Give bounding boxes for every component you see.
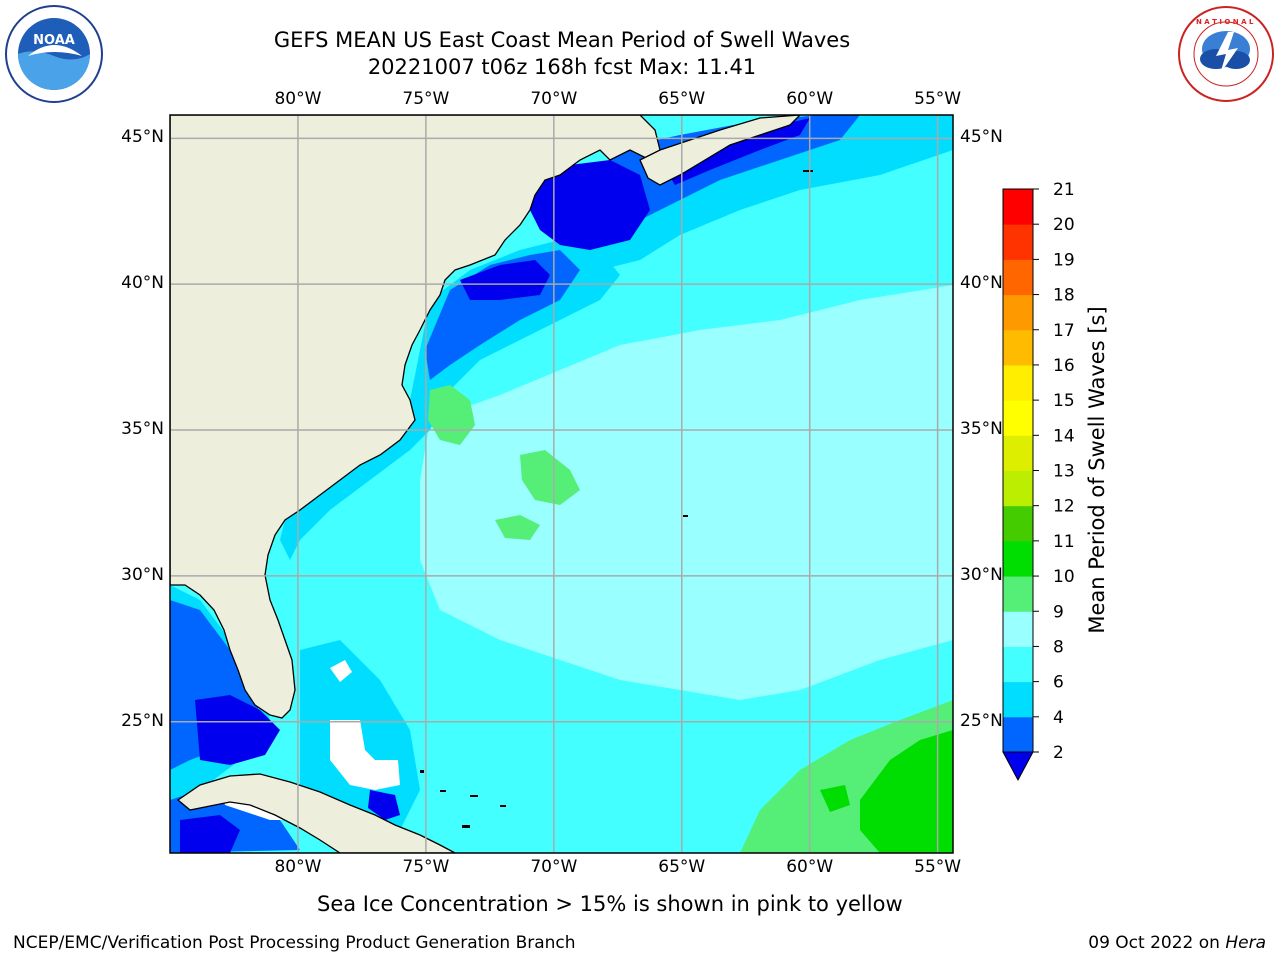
- lon-label-bottom: 80°W: [274, 857, 322, 877]
- map-frame: [169, 114, 954, 854]
- field-under-2s: [195, 695, 280, 765]
- field-8-9s-patch: [600, 370, 660, 410]
- lon-label-bottom: 75°W: [402, 857, 450, 877]
- field-under-2s: [368, 790, 400, 820]
- field-9-10s: [520, 450, 580, 505]
- nws-logo: N A T I O N A L: [1176, 4, 1276, 104]
- footer-date-text: 09 Oct 2022 on: [1088, 933, 1220, 953]
- chart-subtitle: 20221007 t06z 168h fcst Max: 11.41: [367, 55, 757, 79]
- colorbar-label: Mean Period of Swell Waves [s]: [1085, 306, 1109, 634]
- lon-label-top: 60°W: [786, 89, 834, 109]
- lat-label-left: 40°N: [121, 273, 164, 294]
- footer-date: 09 Oct 2022 on Hera: [1088, 933, 1266, 953]
- noaa-logo: NOAA: [4, 4, 104, 104]
- land-north-america: [170, 115, 661, 719]
- footer-branch: NCEP/EMC/Verification Post Processing Pr…: [13, 933, 576, 953]
- svg-text:N A T I O N A L: N A T I O N A L: [1196, 18, 1254, 26]
- lat-label-right: 40°N: [960, 273, 1003, 294]
- lat-label-left: 25°N: [121, 710, 164, 731]
- masked-area-bahamas: [330, 660, 352, 682]
- lon-label-top: 80°W: [274, 89, 322, 109]
- field-under-2s: [460, 260, 550, 300]
- map-gridlines: [170, 115, 953, 853]
- lon-label-bottom: 70°W: [530, 857, 578, 877]
- field-8-9s-patch: [850, 320, 930, 380]
- field-under-2s: [180, 815, 240, 853]
- field-10-11s: [820, 785, 850, 812]
- masked-area-bahamas: [330, 720, 400, 790]
- field-under-2s: [530, 160, 650, 250]
- lon-label-bottom: 65°W: [658, 857, 706, 877]
- lon-label-top: 70°W: [530, 89, 578, 109]
- lat-label-left: 45°N: [121, 127, 164, 148]
- field-2-4s: [610, 115, 860, 220]
- lat-label-right: 30°N: [960, 564, 1003, 585]
- field-9-10s: [495, 515, 540, 540]
- lat-label-right: 35°N: [960, 419, 1003, 440]
- lat-label-right: 25°N: [960, 710, 1003, 731]
- land-cuba: [176, 773, 456, 853]
- footer-machine: Hera: [1225, 933, 1266, 953]
- field-4-6s-coast: [280, 240, 620, 560]
- chart-title: GEFS MEAN US East Coast Mean Period of S…: [273, 28, 851, 52]
- lon-label-bottom: 60°W: [786, 857, 834, 877]
- lat-label-left: 30°N: [121, 564, 164, 585]
- lon-label-bottom: 55°W: [914, 857, 962, 877]
- sea-ice-caption: Sea Ice Concentration > 15% is shown in …: [317, 892, 903, 916]
- lat-label-left: 35°N: [121, 419, 164, 440]
- islands-bahamas: [420, 170, 813, 828]
- field-10-11s: [860, 730, 953, 853]
- svg-text:NOAA: NOAA: [33, 33, 75, 48]
- lat-label-right: 45°N: [960, 127, 1003, 148]
- lon-label-top: 65°W: [658, 89, 706, 109]
- field-under-2s: [660, 118, 810, 185]
- lon-label-top: 75°W: [402, 89, 450, 109]
- lon-label-top: 55°W: [914, 89, 962, 109]
